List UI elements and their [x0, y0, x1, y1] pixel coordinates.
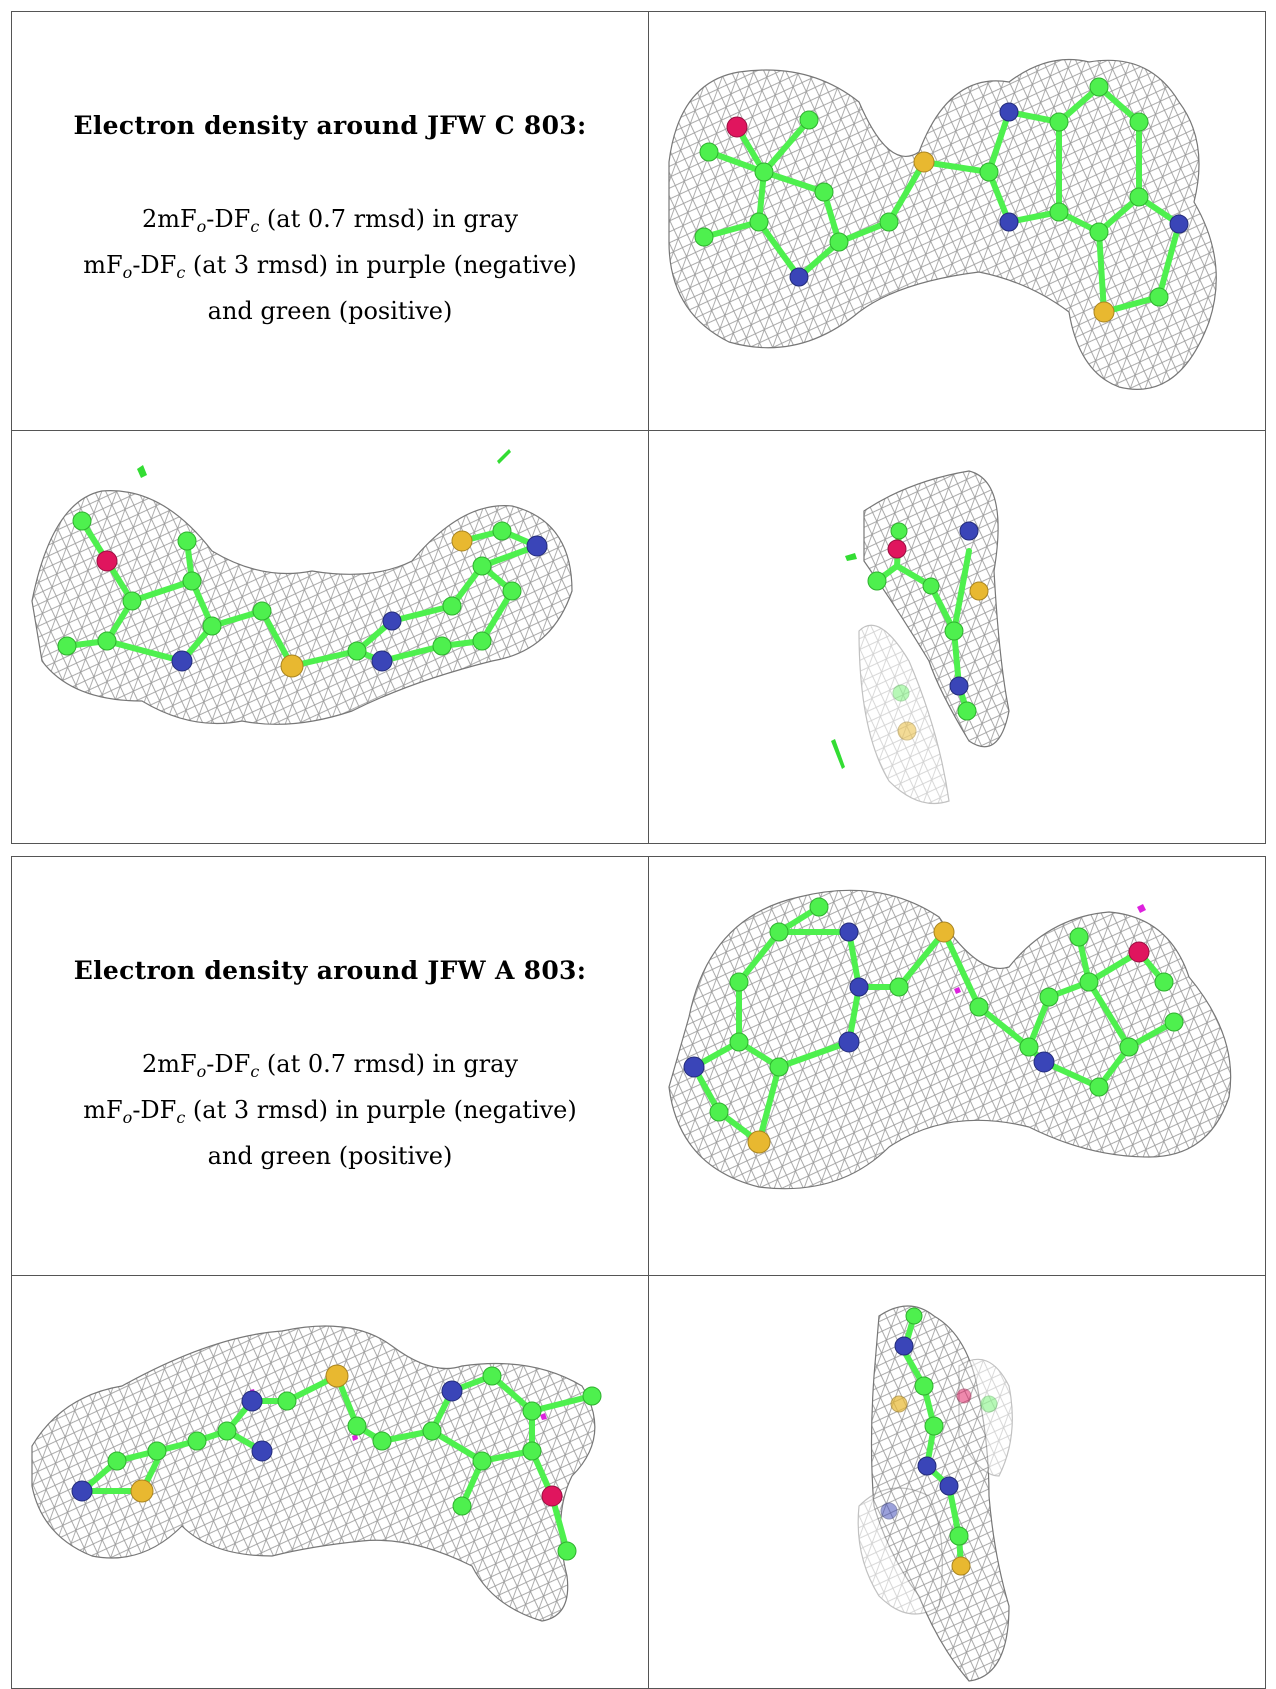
caption-line-fo: mFo-DFc (at 3 rmsd) in purple (negative)	[83, 1096, 577, 1127]
atoms	[694, 77, 1189, 323]
figure-cell	[648, 11, 1266, 431]
figure-cell	[648, 1275, 1266, 1689]
caption-cell-a803: Electron density around JFW A 803: 2mFo-…	[11, 856, 649, 1276]
atoms	[867, 521, 989, 741]
mesh-icon	[668, 889, 1232, 1190]
caption-line-positive: and green (positive)	[207, 297, 453, 325]
caption-title: Electron density around JFW C 803:	[73, 111, 587, 140]
figure-cell	[648, 430, 1266, 844]
mesh-icon	[858, 470, 1010, 805]
density-figure-c803-edge	[831, 470, 1010, 805]
density-table-a803: Electron density around JFW A 803: 2mFo-…	[11, 856, 1266, 1689]
atoms	[71, 1364, 602, 1561]
mesh-icon	[31, 490, 573, 725]
caption-cell-c803: Electron density around JFW C 803: 2mFo-…	[11, 11, 649, 431]
figure-cell	[648, 856, 1266, 1276]
mesh-icon	[857, 1305, 1013, 1682]
caption-title: Electron density around JFW A 803:	[73, 956, 587, 985]
mesh-icon	[668, 58, 1217, 390]
atoms	[880, 1307, 998, 1576]
caption-line-positive: and green (positive)	[207, 1142, 453, 1170]
positive-density-blob	[137, 449, 511, 478]
caption-line-fo: mFo-DFc (at 3 rmsd) in purple (negative)	[83, 251, 577, 282]
mesh-icon	[31, 1325, 596, 1622]
atoms	[683, 897, 1184, 1154]
density-figure-c803-front	[668, 58, 1217, 390]
density-figure-a803-side	[31, 1325, 602, 1622]
atoms	[57, 511, 548, 678]
figure-cell	[11, 1275, 649, 1689]
density-figure-c803-side	[31, 449, 573, 725]
positive-density-blob	[831, 553, 857, 769]
caption-line-2fo: 2mFo-DFc (at 0.7 rmsd) in gray	[141, 205, 519, 236]
figure-cell	[11, 430, 649, 844]
density-figure-a803-edge	[857, 1305, 1013, 1682]
negative-density-blob	[954, 904, 1146, 994]
caption-line-2fo: 2mFo-DFc (at 0.7 rmsd) in gray	[141, 1050, 519, 1081]
density-figure-a803-front	[668, 889, 1232, 1190]
density-table-c803: Electron density around JFW C 803: 2mFo-…	[11, 11, 1266, 844]
